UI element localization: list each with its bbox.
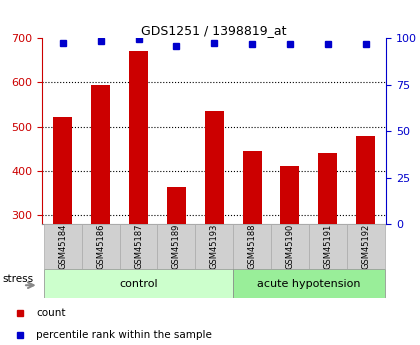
Text: percentile rank within the sample: percentile rank within the sample [37,330,212,340]
Bar [167,187,186,224]
Bar [318,153,337,224]
Text: GSM45193: GSM45193 [210,224,219,269]
Bar [205,111,224,224]
Bar [53,117,72,224]
Title: GDS1251 / 1398819_at: GDS1251 / 1398819_at [142,24,287,37]
Bar [158,224,195,269]
Text: GSM45192: GSM45192 [361,224,370,269]
Bar [346,224,384,269]
Bar [44,224,82,269]
Bar [44,269,233,298]
Text: control: control [119,279,158,289]
Bar [195,224,233,269]
Text: acute hypotension: acute hypotension [257,279,360,289]
Text: stress: stress [2,274,33,284]
Bar [309,224,346,269]
Text: count: count [37,308,66,318]
Text: GSM45191: GSM45191 [323,224,332,269]
Bar [233,224,271,269]
Bar [91,85,110,224]
Text: GSM45188: GSM45188 [247,224,257,269]
Bar [129,51,148,224]
Text: GSM45184: GSM45184 [58,224,67,269]
Bar [120,224,158,269]
Bar [281,166,299,224]
Bar [271,224,309,269]
Bar [82,224,120,269]
Bar [233,269,384,298]
Text: GSM45190: GSM45190 [286,224,294,269]
Text: GSM45187: GSM45187 [134,224,143,269]
Text: GSM45186: GSM45186 [96,224,105,269]
Bar [356,136,375,224]
Bar [243,151,262,224]
Text: GSM45189: GSM45189 [172,224,181,269]
